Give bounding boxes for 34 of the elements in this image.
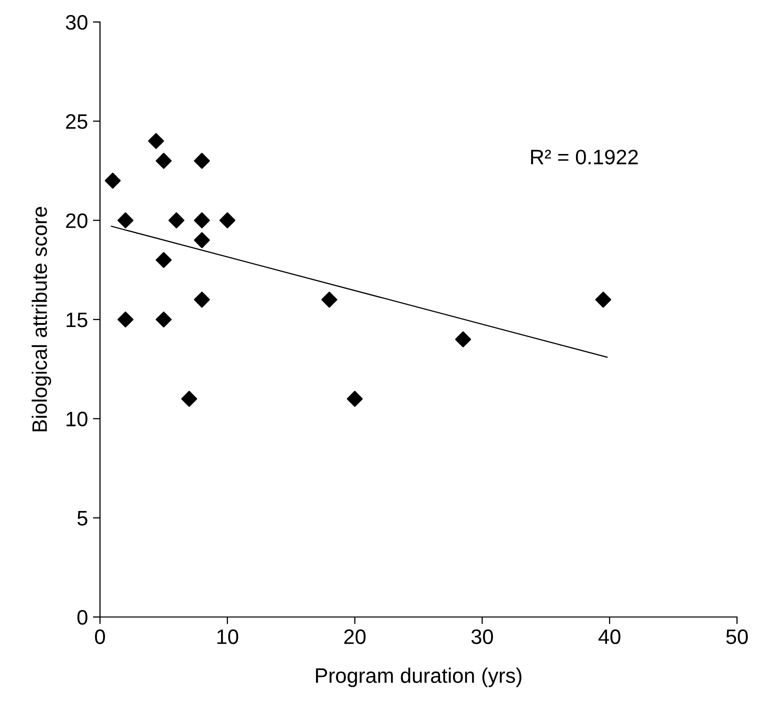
point [148,133,164,149]
point [118,212,134,228]
x-tick-label: 40 [598,629,620,644]
x-axis-title: Program duration (yrs) [316,668,522,688]
point [104,172,121,189]
x-tick-label: 0 [95,629,105,644]
y-tick-label: 20 [66,213,88,228]
point [346,390,363,407]
point [194,232,210,248]
x-tick-label: 30 [471,629,493,644]
point [181,390,198,407]
x-tick-label: 20 [344,629,366,644]
point [194,212,210,228]
y-tick-label: 15 [66,312,88,328]
y-tick-label: 5 [77,511,88,526]
point [194,292,210,308]
annotation: R² = 0.1922 [531,150,638,164]
y-tick-label: 10 [66,412,88,426]
y-tick-label: 0 [77,610,88,625]
y-axis-title: Biological attribute score [32,206,52,432]
y-tick-label: 25 [66,114,88,129]
point [168,212,184,228]
x-tick-label: 50 [726,629,748,644]
point [455,331,472,348]
point [321,292,338,308]
point [118,312,134,328]
point [219,212,236,228]
point [156,152,172,169]
point [194,152,210,169]
point [156,252,172,268]
x-tick-label: 10 [217,629,238,644]
y-tick-label: 30 [66,15,88,30]
point [156,312,172,328]
point [595,292,612,308]
